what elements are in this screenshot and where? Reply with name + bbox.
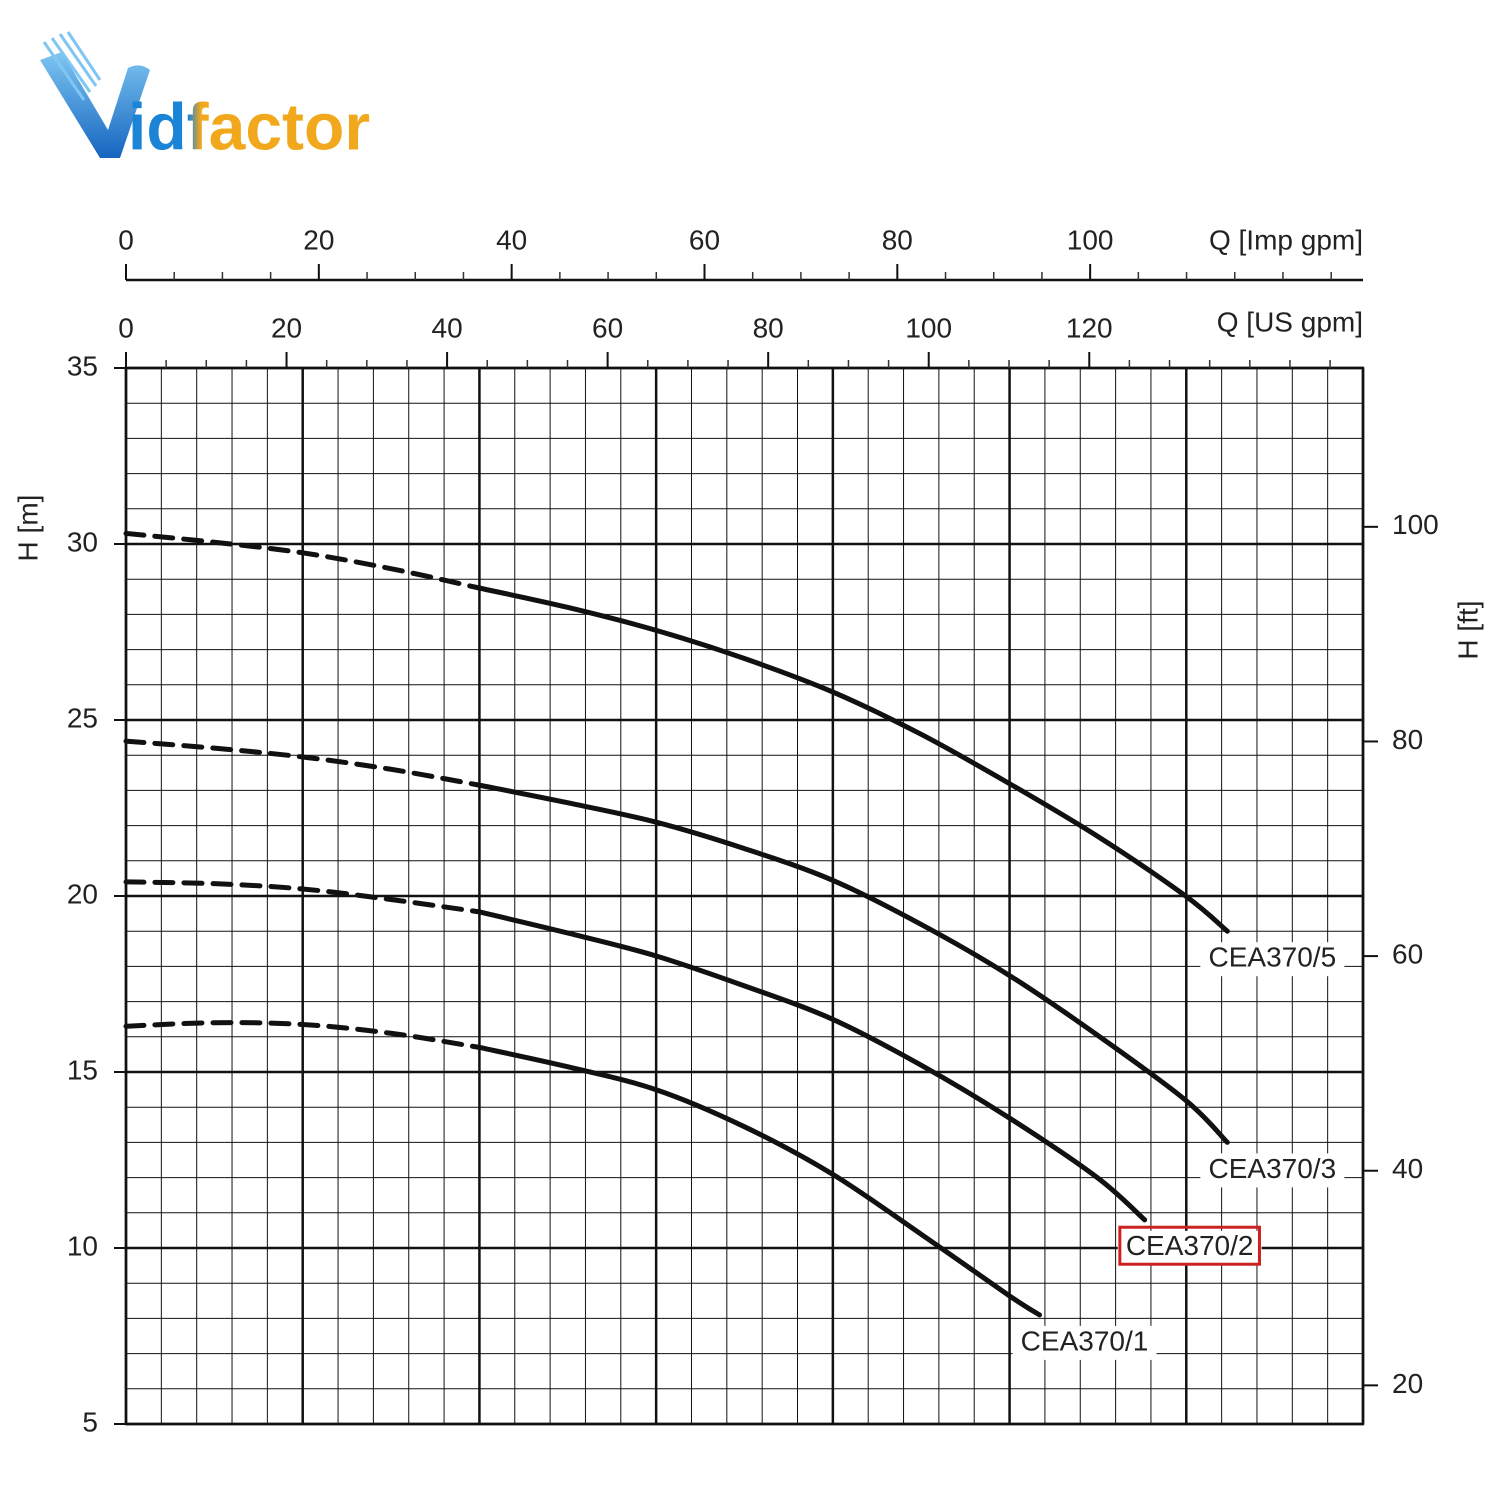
x-tick-label: 20 [271, 312, 302, 343]
y2-tick-label: 60 [1392, 938, 1423, 969]
y2-tick-label: 100 [1392, 509, 1439, 540]
y-tick-label: 10 [67, 1230, 98, 1261]
curve [476, 585, 1230, 934]
y-tick-label: 35 [67, 350, 98, 381]
logo-rays [42, 31, 102, 101]
series-label: CEA370/2 [1126, 1230, 1254, 1261]
x2-tick-label: 20 [303, 224, 334, 255]
x-tick-label: 80 [753, 312, 784, 343]
y-tick-label: 5 [82, 1406, 98, 1437]
y-tick-label: 15 [67, 1054, 98, 1085]
y-tick-label: 30 [67, 526, 98, 557]
y2-axis-title: H [ft] [1452, 600, 1483, 659]
curve [476, 1044, 1042, 1318]
x2-axis-title: Q [Imp gpm] [1209, 224, 1363, 255]
x-tick-label: 100 [905, 312, 952, 343]
curve-dashed [123, 1020, 482, 1050]
series-label-bg [1200, 942, 1345, 977]
y2-tick-label: 20 [1392, 1368, 1423, 1399]
y2-tick-label: 80 [1392, 724, 1423, 755]
series-label-bg [1117, 1230, 1262, 1265]
series-label-bg [1012, 1325, 1157, 1360]
series-label: CEA370/5 [1209, 942, 1337, 973]
plot: 5 10 15 20 25 30 35 H [m] 20 40 60 80 100 H [ft] 0 20 40… [12, 224, 1483, 1437]
curve-dashed [123, 879, 482, 915]
series-label: CEA370/1 [1021, 1325, 1149, 1356]
x-tick-label: 120 [1066, 312, 1113, 343]
y-axis-title: H [m] [12, 495, 43, 562]
curve [476, 909, 1148, 1223]
x2-tick-label: 60 [689, 224, 720, 255]
x2-tick-label: 40 [496, 224, 527, 255]
x2-tick-label: 0 [118, 224, 134, 255]
y-tick-label: 25 [67, 702, 98, 733]
x-tick-label: 0 [118, 312, 134, 343]
series-label: CEA370/3 [1209, 1153, 1337, 1184]
x2-tick-label: 100 [1067, 224, 1114, 255]
x-tick-label: 40 [432, 312, 463, 343]
x-tick-label: 60 [592, 312, 623, 343]
highlight-box [1118, 1225, 1261, 1266]
x-axis-title: Q [US gpm] [1217, 306, 1363, 337]
series-label-bg [1200, 1153, 1345, 1188]
curve-dashed [123, 738, 482, 788]
curve [476, 782, 1230, 1145]
curve-dashed [123, 530, 482, 591]
y-tick-label: 20 [67, 878, 98, 909]
logo-text: idfactor [128, 89, 370, 163]
logo: idfactor [40, 31, 370, 163]
y2-tick-label: 40 [1392, 1153, 1423, 1184]
x2-tick-label: 80 [882, 224, 913, 255]
